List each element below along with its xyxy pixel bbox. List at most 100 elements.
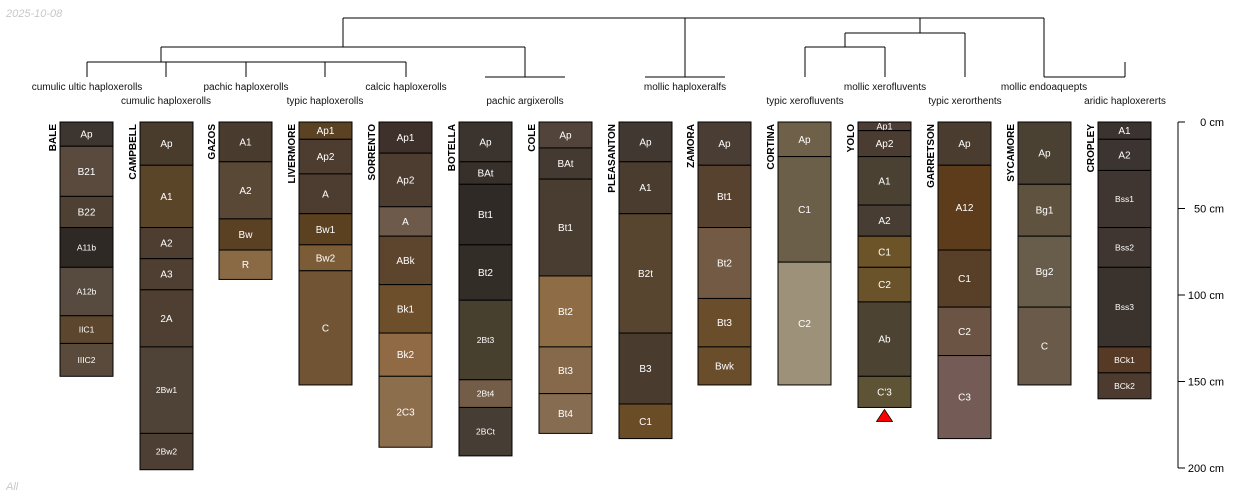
horizon-label: 2A [160, 314, 173, 325]
horizon-label: Bt2 [558, 307, 573, 318]
horizon-label: BCk2 [1114, 381, 1135, 391]
horizon-label: C1 [798, 205, 811, 216]
horizon-label: Ap [80, 130, 93, 141]
horizon-label: A1 [160, 192, 173, 203]
horizon-block [298, 173, 353, 215]
horizon-label: C1 [639, 417, 652, 428]
profile-name: BALE [48, 124, 59, 152]
horizon-label: A1 [1118, 126, 1131, 137]
horizon-block [139, 227, 194, 260]
horizon-label: C1 [878, 247, 891, 258]
horizon-label: R [242, 260, 249, 271]
taxon-label: calcic haploxerolls [365, 82, 446, 93]
profile-name: PLEASANTON [607, 124, 618, 193]
horizon-block [298, 244, 353, 272]
horizon-label: Bg1 [1036, 206, 1054, 217]
horizon-label: Ap [798, 135, 811, 146]
depth-marker-triangle [875, 408, 894, 422]
horizon-label: A3 [160, 270, 173, 281]
profile-name: CAMPBELL [128, 124, 139, 180]
horizon-label: 2Bw1 [156, 385, 178, 395]
depth-tick-label: 150 cm [1188, 377, 1224, 389]
horizon-block [697, 346, 752, 386]
horizon-label: Bss2 [1115, 242, 1134, 252]
profile-cortina: CORTINA Ap C1 C2 [766, 121, 832, 386]
taxon-label: typic haploxerolls [287, 96, 364, 107]
horizon-label: Bwk [715, 361, 735, 372]
profile-sycamore: SYCAMORE Ap Bg1 Bg2 C [1006, 121, 1072, 386]
horizon-block [777, 261, 832, 386]
horizon-block [458, 406, 513, 457]
horizon-label: B3 [639, 364, 652, 375]
horizon-block [1017, 183, 1072, 237]
horizon-block [139, 121, 194, 166]
profile-botella: BOTELLA Ap BAt Bt1 Bt2 2Bt3 2Bt4 2BCt [447, 121, 513, 457]
horizon-block [1017, 306, 1072, 386]
horizon-label: BCk1 [1114, 355, 1135, 365]
horizon-label: A11b [77, 242, 96, 252]
profile-pleasanton: PLEASANTON Ap A1 B2t B3 C1 [607, 121, 673, 440]
taxon-label: typic xerofluvents [766, 96, 843, 107]
horizon-label: C2 [878, 280, 891, 291]
horizon-label: Ap1 [876, 121, 892, 131]
horizon-label: 2Bt3 [477, 335, 495, 345]
horizon-block [538, 121, 593, 149]
horizon-block [139, 164, 194, 229]
profile-bale: BALE Ap B21 B22 A11b A12b IIC1 IIIC2 [48, 121, 114, 377]
horizon-label: 2C3 [396, 407, 415, 418]
horizon-label: Ap1 [397, 133, 415, 144]
taxon-label: pachic argixerolls [486, 96, 563, 107]
taxon-label: cumulic ultic haploxerolls [32, 82, 143, 93]
horizon-block [59, 195, 114, 229]
horizon-label: Bss1 [1115, 194, 1134, 204]
horizon-block [618, 213, 673, 334]
horizon-block [618, 403, 673, 440]
horizon-block [697, 121, 752, 166]
taxon-label: pachic haploxerolls [203, 82, 288, 93]
horizon-block [777, 121, 832, 158]
depth-tick-label: 200 cm [1188, 463, 1224, 475]
profile-name: SYCAMORE [1006, 124, 1017, 182]
horizon-label: C'3 [877, 387, 892, 398]
horizon-block [1097, 346, 1152, 374]
horizon-label: C [1041, 342, 1048, 353]
horizon-block [458, 244, 513, 301]
horizon-label: IIIC2 [78, 355, 96, 365]
horizon-label: Ap [639, 137, 652, 148]
horizon-block [59, 315, 114, 344]
horizon-block [59, 121, 114, 147]
depth-tick-label: 50 cm [1194, 204, 1224, 216]
horizon-label: 2Bt4 [477, 389, 495, 399]
profile-livermore: LIVERMORE Ap1 Ap2 A Bw1 Bw2 C [287, 121, 353, 386]
horizon-label: C3 [958, 393, 971, 404]
horizon-block [59, 342, 114, 377]
taxon-label: cumulic haploxerolls [121, 96, 211, 107]
horizon-label: C1 [958, 274, 971, 285]
profile-name: YOLO [846, 124, 857, 153]
horizon-block [298, 138, 353, 175]
horizon-label: Bt4 [558, 409, 573, 420]
profile-name: COLE [527, 124, 538, 152]
horizon-label: Bk2 [397, 350, 415, 361]
profile-name: GARRETSON [926, 124, 937, 188]
horizon-label: A2 [160, 239, 173, 250]
horizon-block [298, 270, 353, 386]
dendrogram [86, 17, 1126, 78]
horizon-label: A1 [878, 176, 891, 187]
horizon-block [857, 301, 912, 377]
horizon-label: Ap [479, 137, 492, 148]
horizon-label: 2BCt [476, 427, 496, 437]
horizon-label: Ap1 [317, 126, 335, 137]
horizon-label: Ap [160, 139, 173, 150]
horizon-block [538, 178, 593, 277]
depth-tick-label: 100 cm [1188, 290, 1224, 302]
horizon-block [378, 121, 433, 154]
profile-name: ZAMORA [686, 124, 697, 168]
profile-sorrento: SORRENTO Ap1 Ap2 A ABk Bk1 Bk2 2C3 [367, 121, 433, 448]
horizon-block [937, 121, 992, 166]
subset-label: All [6, 481, 19, 493]
horizon-label: Ap2 [397, 175, 415, 186]
horizon-label: Bw2 [316, 253, 336, 264]
horizon-block [218, 161, 273, 220]
horizon-block [59, 145, 114, 197]
